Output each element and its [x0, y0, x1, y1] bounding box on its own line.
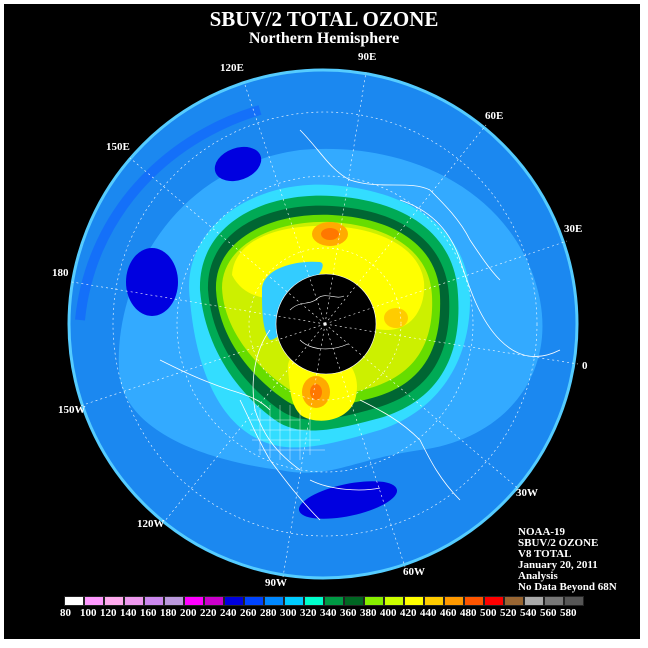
color-scale-swatch-500 — [484, 596, 504, 606]
longitude-label-120w: 120W — [137, 518, 165, 530]
ozone-max-europe — [384, 308, 408, 328]
color-scale-swatch-100 — [84, 596, 104, 606]
color-scale-tick-320: 320 — [300, 607, 317, 619]
longitude-label-0: 0 — [582, 360, 588, 372]
longitude-label-150w: 150W — [58, 404, 86, 416]
color-scale-swatch-200 — [184, 596, 204, 606]
color-scale-swatch-180 — [164, 596, 184, 606]
color-scale-swatch-220 — [204, 596, 224, 606]
color-scale-tick-380: 380 — [360, 607, 377, 619]
color-scale-tick-580: 580 — [560, 607, 577, 619]
color-scale-swatch-580 — [564, 596, 584, 606]
color-scale-swatch-160 — [144, 596, 164, 606]
color-scale-tick-160: 160 — [140, 607, 157, 619]
ozone-contour-260-band — [75, 105, 262, 321]
color-scale-tick-280: 280 — [260, 607, 277, 619]
color-scale-swatch-340 — [324, 596, 344, 606]
info-date: January 20, 2011 — [518, 559, 598, 571]
ozone-max-asia-core — [321, 228, 339, 240]
color-scale-swatch-80 — [64, 596, 84, 606]
longitude-label-90e: 90E — [358, 51, 377, 63]
hatched-region — [250, 405, 325, 460]
color-scale-tick-480: 480 — [460, 607, 477, 619]
figure-subtitle: Northern Hemisphere — [248, 30, 400, 47]
color-scale-swatch-260 — [244, 596, 264, 606]
color-scale-labels: 80 100 120 140 160 180 200 220 240 260 280 300 320 34… — [58, 607, 598, 621]
info-satellite: NOAA-19 — [518, 526, 566, 538]
color-scale-swatch-480 — [464, 596, 484, 606]
color-scale-swatch-380 — [364, 596, 384, 606]
color-scale-swatch-460 — [444, 596, 464, 606]
color-scale-swatch-300 — [284, 596, 304, 606]
color-scale-tick-340: 340 — [320, 607, 337, 619]
longitude-label-60w: 60W — [403, 566, 425, 578]
color-scale-tick-140: 140 — [120, 607, 137, 619]
ozone-max-america-core — [310, 384, 322, 400]
color-scale-tick-220: 220 — [200, 607, 217, 619]
info-type: Analysis — [518, 570, 558, 582]
color-scale-tick-200: 200 — [180, 607, 197, 619]
color-scale-swatch-140 — [124, 596, 144, 606]
color-scale-swatch-540 — [524, 596, 544, 606]
color-scale-tick-520: 520 — [500, 607, 517, 619]
color-scale-swatch-320 — [304, 596, 324, 606]
ozone-low-180 — [126, 248, 178, 316]
ozone-low-150e — [214, 146, 262, 182]
color-scale-tick-100: 100 — [80, 607, 97, 619]
color-scale-tick-560: 560 — [540, 607, 557, 619]
color-scale-swatch-400 — [384, 596, 404, 606]
color-scale-tick-440: 440 — [420, 607, 437, 619]
color-scale-swatch-280 — [264, 596, 284, 606]
color-scale-tick-540: 540 — [520, 607, 537, 619]
color-scale-tick-300: 300 — [280, 607, 297, 619]
color-scale-tick-460: 460 — [440, 607, 457, 619]
color-scale-tick-260: 260 — [240, 607, 257, 619]
ozone-low-caribbean — [298, 481, 398, 519]
longitude-label-120e: 120E — [220, 62, 244, 74]
color-scale-tick-80: 80 — [60, 607, 71, 619]
info-version: V8 TOTAL — [518, 548, 572, 560]
longitude-label-90w: 90W — [265, 577, 287, 589]
color-scale-swatch-420 — [404, 596, 424, 606]
longitude-label-30w: 30W — [516, 487, 538, 499]
product-info-block: NOAA-19 SBUV/2 OZONE V8 TOTAL January 20… — [518, 527, 617, 593]
color-scale-tick-360: 360 — [340, 607, 357, 619]
color-scale-tick-240: 240 — [220, 607, 237, 619]
color-scale-swatch-360 — [344, 596, 364, 606]
longitude-label-150e: 150E — [106, 141, 130, 153]
color-scale-tick-500: 500 — [480, 607, 497, 619]
info-product: SBUV/2 OZONE — [518, 537, 599, 549]
info-note: No Data Beyond 68N — [518, 581, 617, 593]
latitude-circles — [112, 111, 538, 537]
color-scale-bar — [64, 596, 584, 608]
longitude-label-60e: 60E — [485, 110, 504, 122]
color-scale-swatch-560 — [544, 596, 564, 606]
color-scale-swatch-440 — [424, 596, 444, 606]
color-scale-swatch-120 — [104, 596, 124, 606]
color-scale-tick-180: 180 — [160, 607, 177, 619]
longitude-label-30e: 30E — [564, 223, 583, 235]
figure-title: SBUV/2 TOTAL OZONE — [209, 7, 439, 31]
longitude-label-180: 180 — [52, 267, 69, 279]
color-scale-tick-120: 120 — [100, 607, 117, 619]
color-scale-tick-400: 400 — [380, 607, 397, 619]
color-scale-swatch-520 — [504, 596, 524, 606]
color-scale-tick-420: 420 — [400, 607, 417, 619]
color-scale-swatch-240 — [224, 596, 244, 606]
meridians — [71, 71, 579, 578]
